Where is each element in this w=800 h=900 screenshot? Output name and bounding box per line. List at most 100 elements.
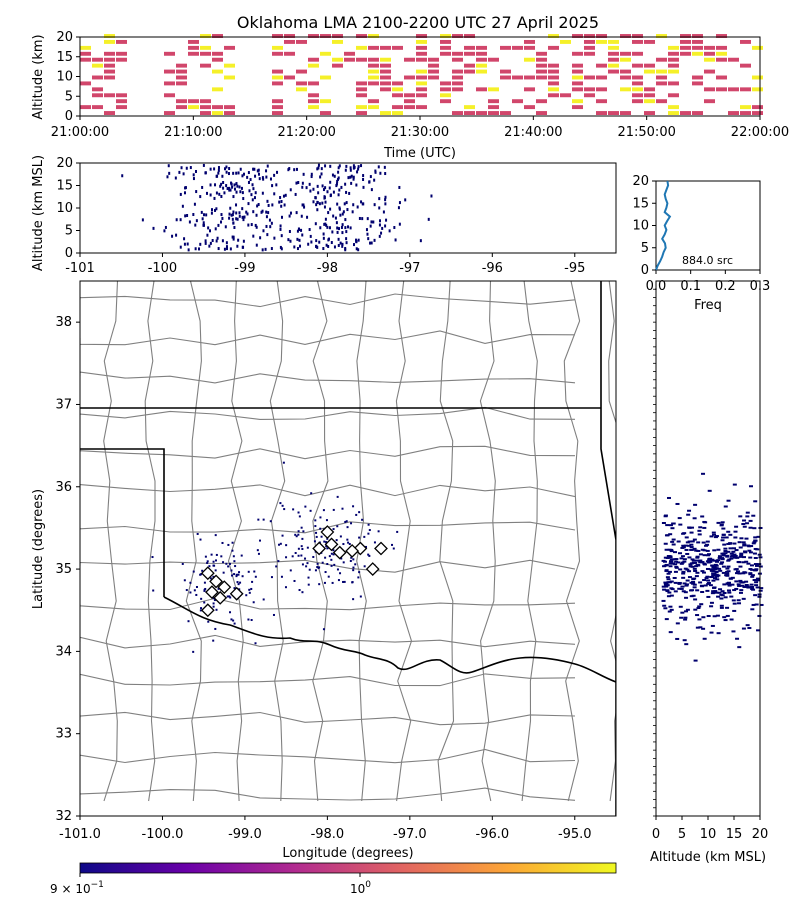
lon-alt-point (246, 212, 249, 216)
lon-alt-point (335, 184, 338, 188)
plan-view-point (339, 572, 342, 575)
plan-view-point (365, 545, 368, 548)
lon-alt-point (180, 166, 183, 170)
time-height-cell (392, 81, 403, 86)
lon-alt-point (378, 206, 381, 210)
plan-view-point (332, 528, 335, 531)
lon-alt-point (333, 245, 336, 249)
alt-lat-point (691, 582, 696, 585)
lon-alt-point (175, 218, 178, 222)
lon-alt-point (205, 191, 208, 195)
arkansas-border (600, 281, 616, 816)
alt-lat-point (701, 472, 706, 475)
alt-lat-point (709, 601, 714, 604)
histogram-x-label: 0.1 (680, 279, 701, 294)
alt-lat-point (725, 614, 730, 617)
alt-lat-point (676, 561, 681, 564)
lon-alt-point (227, 172, 230, 176)
time-height-cell (560, 39, 571, 44)
lon-alt-x-label: -96 (482, 261, 503, 276)
time-height-cell (116, 105, 127, 110)
lon-alt-point (327, 244, 330, 248)
alt-lat-point (716, 548, 721, 551)
alt-lat-point (736, 583, 741, 586)
time-height-cell (452, 51, 463, 56)
time-height-ylabel: Altitude (km) (31, 34, 46, 119)
alt-lat-point (689, 543, 694, 546)
alt-lat-point (757, 595, 762, 598)
alt-lat-point (686, 513, 691, 516)
lon-alt-point (214, 227, 217, 231)
time-height-cell (224, 45, 235, 50)
time-height-x-label: 22:00:00 (731, 125, 789, 140)
lon-alt-point (336, 226, 339, 230)
alt-lat-point (737, 572, 742, 575)
station-marker (312, 541, 327, 556)
time-height-cell (680, 39, 691, 44)
alt-lat-point (685, 608, 690, 611)
lon-alt-point (243, 215, 246, 219)
lon-alt-point (370, 188, 373, 192)
lon-alt-point (252, 167, 255, 171)
time-height-cell (488, 99, 499, 104)
lon-alt-point (214, 183, 217, 187)
time-height-cell (308, 99, 319, 104)
lon-alt-point (338, 188, 341, 192)
alt-lat-point (756, 579, 761, 582)
alt-lat-point (690, 526, 695, 529)
lon-alt-point (166, 175, 169, 179)
alt-lat-point (746, 562, 751, 565)
alt-lat-point (702, 579, 707, 582)
plan-view-point (238, 588, 241, 591)
lon-alt-point (241, 191, 244, 195)
time-height-cell (620, 75, 631, 80)
plan-view-x-label: -96.0 (475, 827, 509, 842)
alt-lat-point (682, 582, 687, 585)
plan-view-point (199, 538, 202, 541)
lon-alt-point (210, 208, 213, 212)
lon-alt-point (295, 181, 298, 185)
alt-lat-point (671, 522, 676, 525)
time-height-cell (680, 51, 691, 56)
lon-alt-point (345, 237, 348, 241)
time-height-cell (728, 87, 739, 92)
time-height-cell (404, 99, 415, 104)
lon-alt-point (289, 239, 292, 243)
alt-lat-point (737, 561, 742, 564)
lon-alt-point (329, 207, 332, 211)
alt-lat-point (746, 586, 751, 589)
time-height-cell (392, 87, 403, 92)
lon-alt-point (250, 193, 253, 197)
plan-view-point (233, 560, 236, 563)
time-height-cell (212, 105, 223, 110)
plan-view-xlabel: Longitude (degrees) (282, 846, 413, 861)
lon-alt-point (404, 198, 407, 202)
county-line (479, 281, 496, 802)
plan-view-point (308, 568, 311, 571)
county-line (144, 281, 156, 802)
plan-view-point (192, 570, 195, 573)
alt-lat-point (739, 589, 744, 592)
plan-view-point (325, 519, 328, 522)
time-height-cell (404, 75, 415, 80)
time-height-cell (548, 63, 559, 68)
alt-lat-point (721, 533, 726, 536)
alt-lat-point (695, 556, 700, 559)
lon-alt-point (261, 191, 264, 195)
time-height-cell (452, 111, 463, 115)
time-height-cell (488, 111, 499, 115)
time-height-cell (176, 99, 187, 104)
lon-alt-point (183, 242, 186, 246)
alt-lat-point (751, 588, 756, 591)
alt-lat-point (725, 572, 730, 575)
alt-lat-point (680, 585, 685, 588)
plan-view-point (233, 587, 236, 590)
time-height-x-label: 21:50:00 (617, 125, 675, 140)
alt-lat-point (685, 579, 690, 582)
plan-view-point (256, 549, 259, 552)
plan-view-point (314, 525, 317, 528)
alt-lat-point (712, 586, 717, 589)
alt-lat-point (702, 554, 707, 557)
lon-alt-point (208, 244, 211, 248)
lon-alt-point (241, 207, 244, 211)
